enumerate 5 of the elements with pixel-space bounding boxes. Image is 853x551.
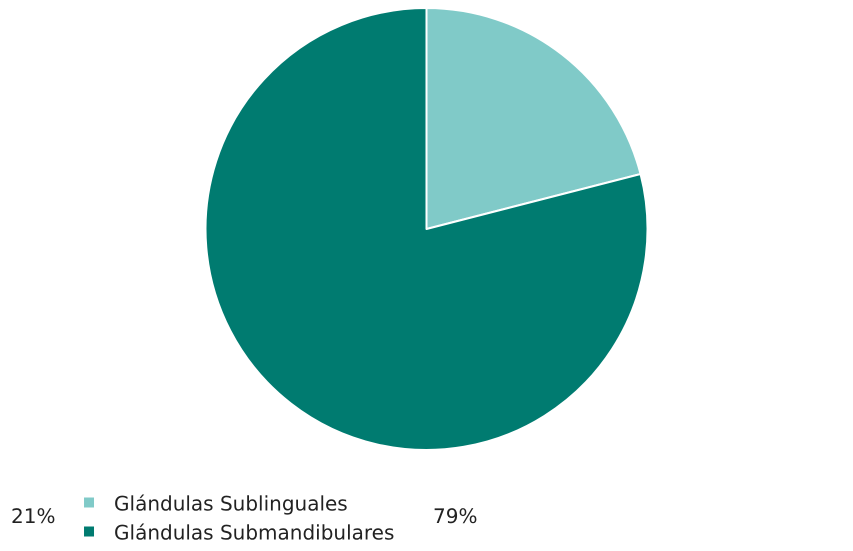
legend-label: Glándulas Submandibulares xyxy=(114,520,394,544)
legend-label: Glándulas Sublinguales xyxy=(114,491,348,516)
pie-slice xyxy=(204,7,648,451)
data-label: 21% xyxy=(11,504,56,528)
data-label: 79% xyxy=(433,504,478,528)
